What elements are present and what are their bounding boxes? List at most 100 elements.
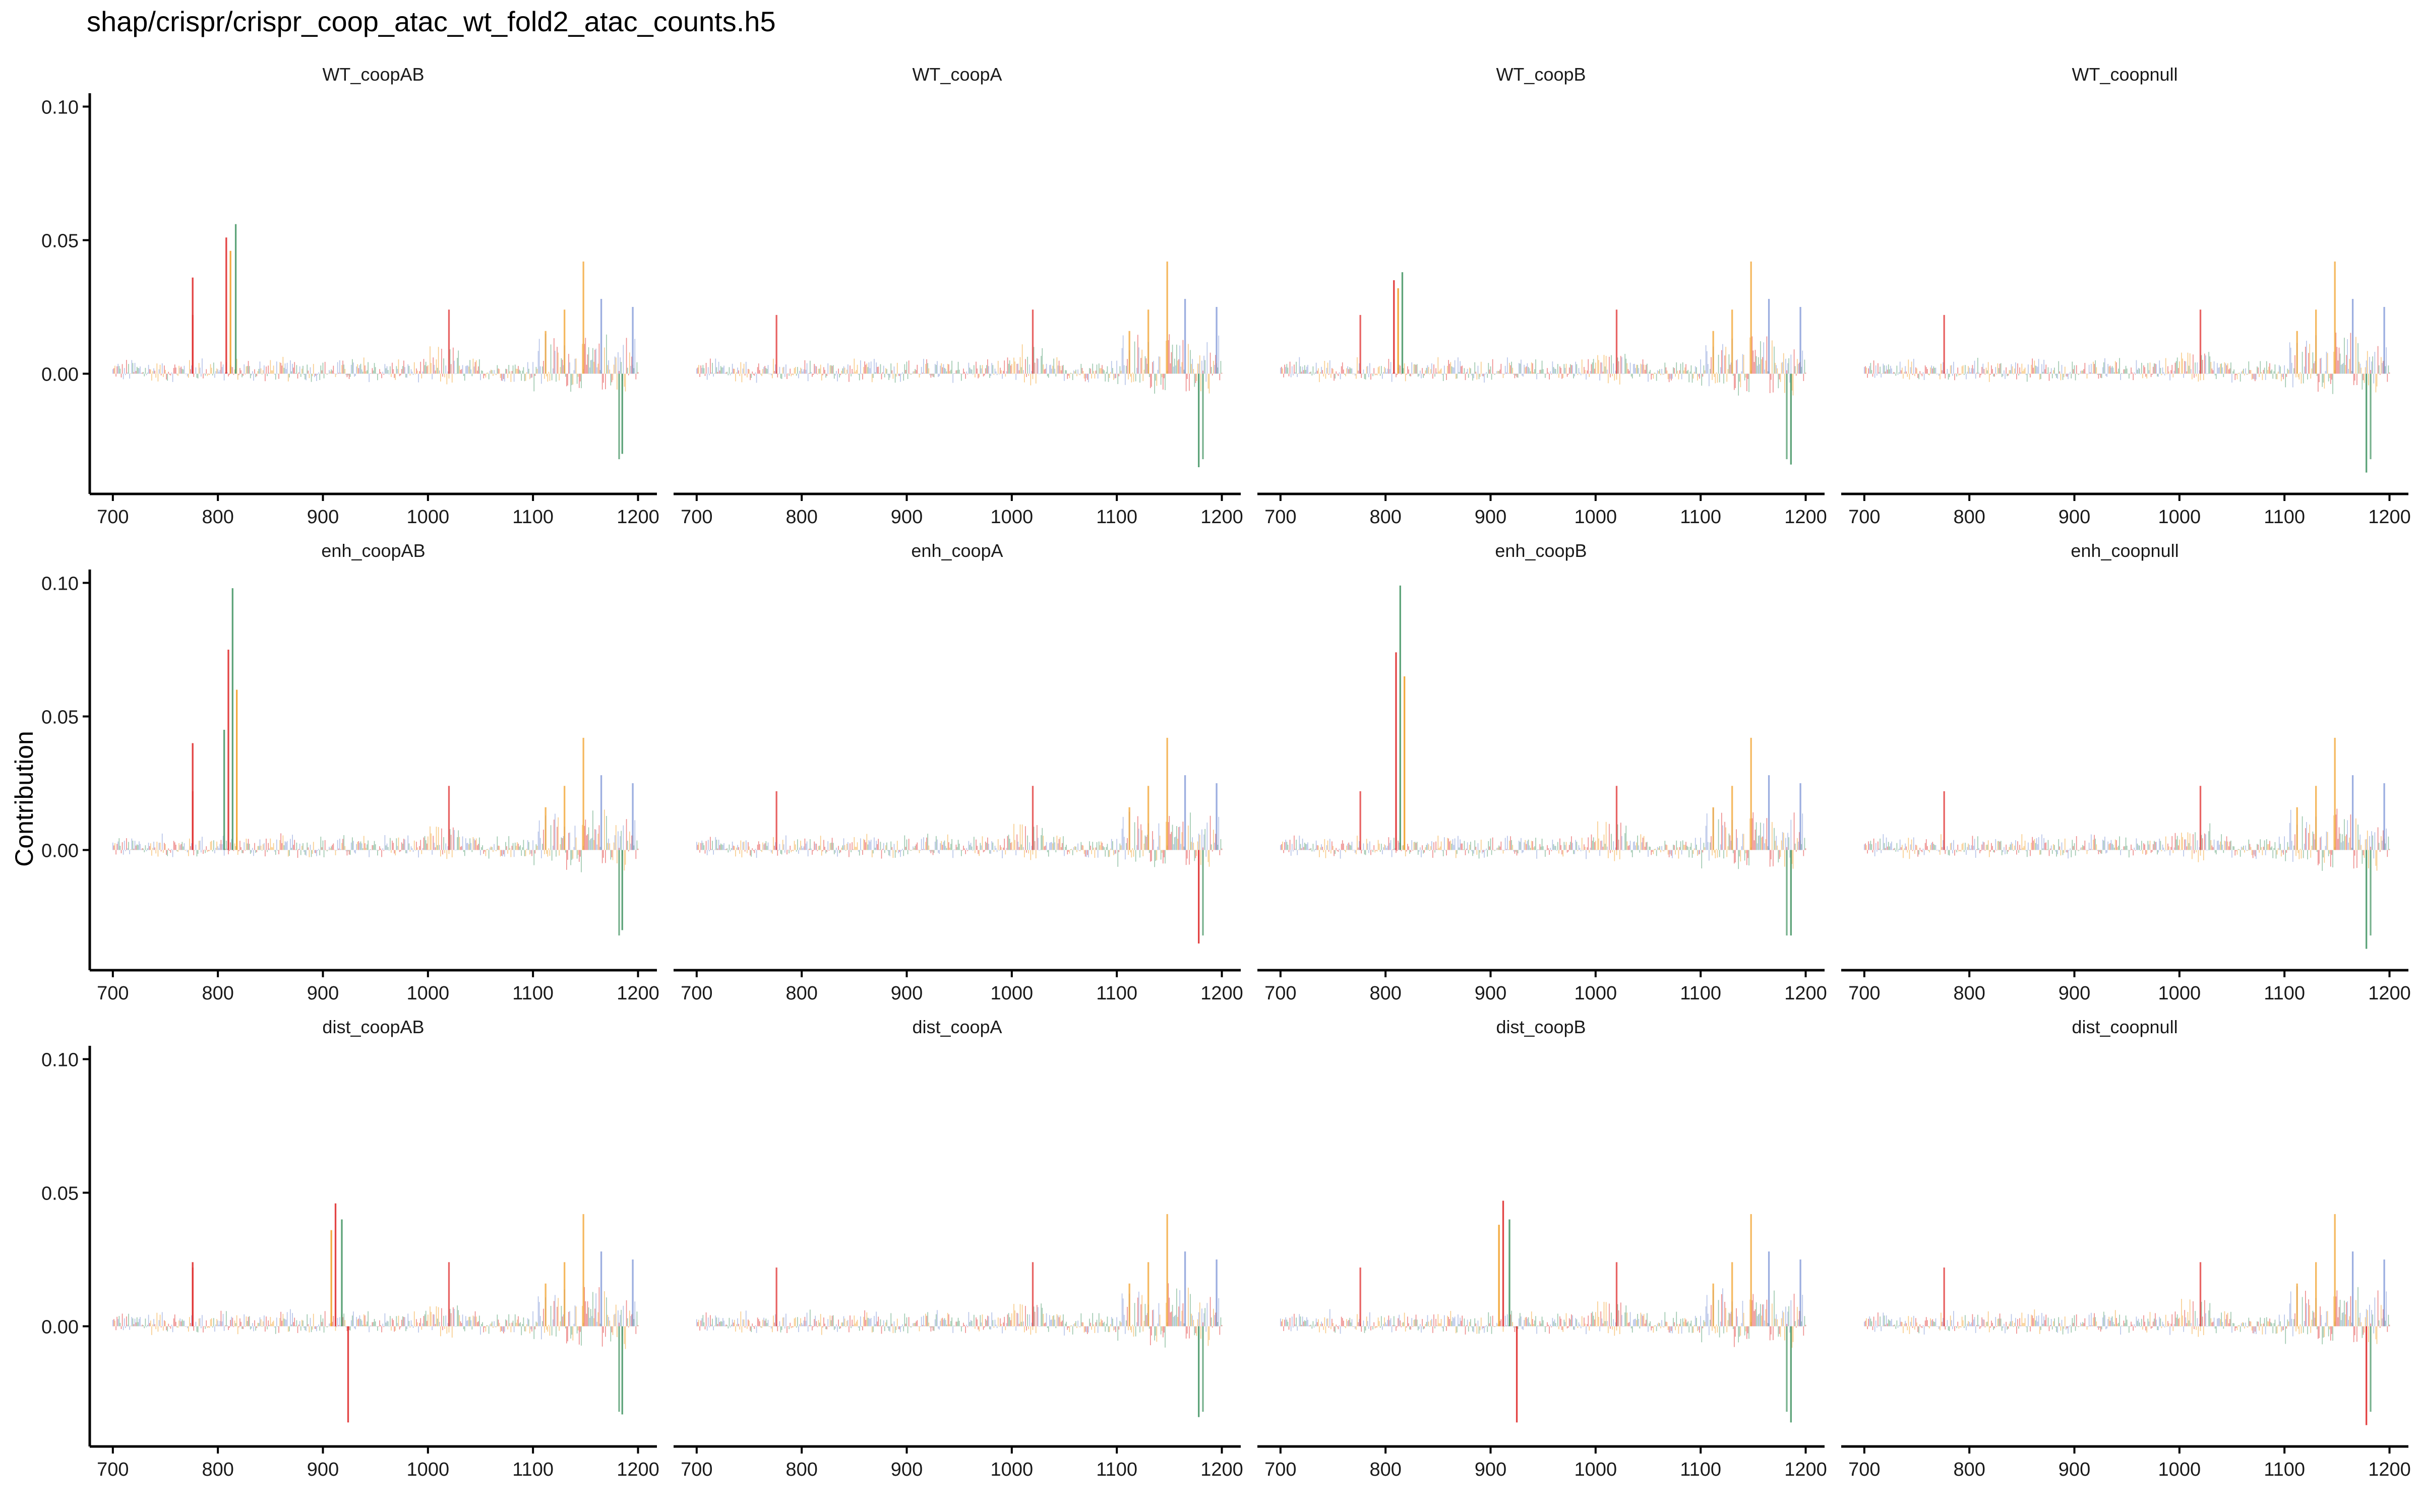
contribution-bar [424,1314,426,1327]
contribution-bar [459,365,460,374]
contribution-bar [1568,845,1570,850]
contribution-bar [552,845,554,850]
contribution-bar [927,363,928,374]
contribution-bar [2062,850,2064,855]
contribution-bar [2135,850,2136,851]
contribution-bar [1782,832,1783,850]
contribution-bar [428,836,429,850]
contribution-bar [1756,822,1757,850]
contribution-bar [2353,850,2354,869]
contribution-bar [1759,835,1760,850]
contribution-bar [408,843,410,850]
contribution-bar [1741,371,1742,374]
contribution-bar [294,362,295,374]
contribution-bar [826,373,827,376]
contribution-bar [284,363,286,374]
contribution-bar [2382,363,2383,374]
contribution-bar [386,843,388,850]
contribution-bar [399,1326,400,1330]
contribution-bar [1924,365,1926,374]
contribution-bar [893,366,895,374]
contribution-bar [446,850,448,859]
contribution-bar [1373,845,1375,850]
contribution-bar [2152,844,2154,850]
contribution-bar [375,367,376,374]
contribution-bar [806,363,808,374]
contribution-bar [1102,365,1103,374]
contribution-bar [133,848,135,850]
contribution-bar [844,367,845,374]
contribution-bar [1381,844,1382,850]
contribution-bar [1541,360,1543,374]
contribution-bar [1554,368,1555,374]
contribution-bar [770,850,772,853]
contribution-bar [869,841,871,850]
contribution-bar [177,373,178,376]
contribution-bar [633,368,634,374]
contribution-peak [234,224,237,374]
contribution-bar [2143,365,2144,374]
contribution-bar [360,841,361,850]
contribution-bar [2314,839,2316,850]
contribution-bar [831,838,833,850]
contribution-bar [2387,850,2388,857]
contribution-bar [131,1317,133,1327]
contribution-bar [2088,364,2090,374]
contribution-bar [572,850,574,859]
contribution-bar [344,368,346,374]
contribution-bar [1074,371,1075,374]
contribution-bar [559,850,560,856]
contribution-bar [1753,840,1755,850]
contribution-bar [1144,835,1146,850]
contribution-bar [1978,372,1979,374]
contribution-bar [513,1326,515,1333]
contribution-bar [2360,834,2361,850]
contribution-bar [1710,842,1711,850]
contribution-bar [169,373,170,375]
contribution-bar [767,365,769,374]
contribution-bar [764,366,766,374]
contribution-bar [1168,340,1169,374]
contribution-bar [208,1326,209,1328]
contribution-bar [2047,367,2049,374]
contribution-bar [825,850,826,854]
contribution-bar [949,371,950,374]
contribution-bar [312,1326,313,1330]
contribution-bar [2146,373,2148,379]
contribution-bar [1962,843,1964,850]
contribution-bar [1345,373,1346,376]
contribution-bar [772,850,773,854]
contribution-bar [544,807,547,850]
contribution-bar [744,373,746,376]
contribution-bar [379,846,380,850]
contribution-bar [2105,850,2106,854]
contribution-bar [267,373,268,376]
contribution-bar [1797,359,1798,374]
contribution-bar [875,372,876,374]
contribution-bar [900,373,901,382]
contribution-bar [286,1312,288,1327]
contribution-bar [2278,837,2280,850]
contribution-bar [340,372,341,374]
contribution-bar [1029,842,1031,850]
contribution-bar [1764,369,1766,374]
contribution-bar [934,841,936,850]
contribution-bar [876,841,877,850]
contribution-bar [942,367,943,374]
contribution-bar [474,840,476,850]
contribution-bar [1963,850,1965,852]
contribution-bar [2241,371,2242,374]
contribution-bar [1634,841,1635,850]
contribution-bar [1416,364,1418,374]
contribution-bar [608,360,609,374]
contribution-bar [1613,363,1614,374]
contribution-bar [863,1316,864,1327]
contribution-bar [1973,368,1974,374]
contribution-bar [1085,373,1087,379]
contribution-bar [555,813,556,850]
contribution-bar [285,369,287,374]
contribution-bar [139,368,140,374]
contribution-bar [312,373,313,376]
contribution-bar [2147,841,2149,850]
contribution-bar [736,1324,737,1327]
